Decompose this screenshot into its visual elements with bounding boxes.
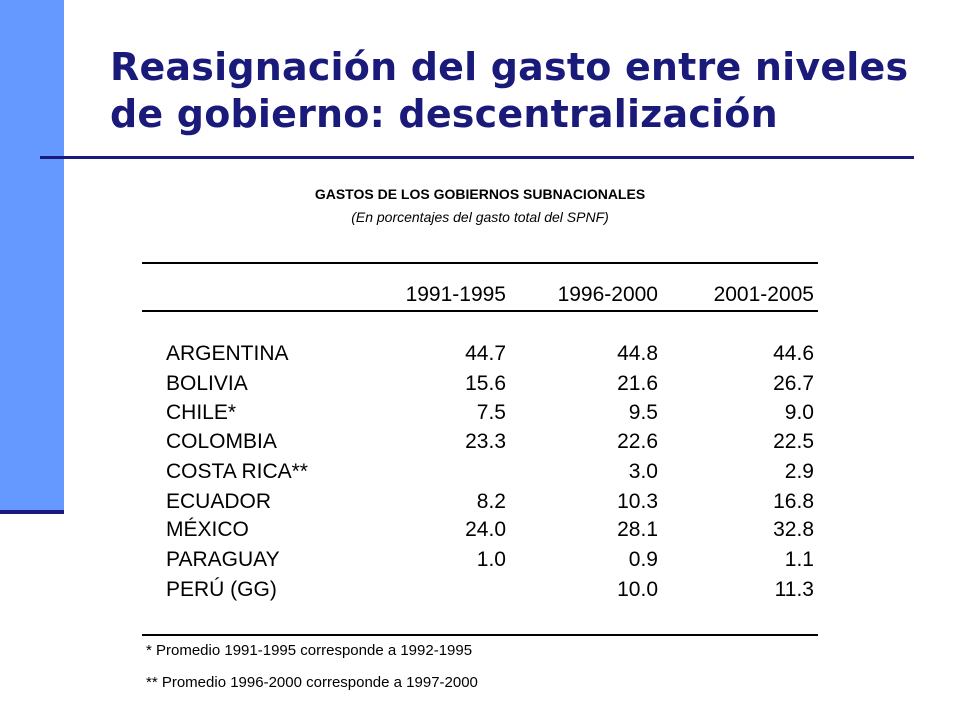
table-row: MÉXICO 24.0 28.1 32.8	[0, 518, 960, 548]
value-cell: 44.7	[465, 342, 506, 365]
table-row: ARGENTINA 44.7 44.8 44.6	[0, 342, 960, 372]
value-cell: 16.8	[773, 490, 814, 513]
accent-sidebar	[0, 0, 64, 512]
column-header-2001-2005: 2001-2005	[713, 283, 814, 306]
value-cell: 3.0	[628, 460, 658, 483]
value-cell: 44.6	[773, 342, 814, 365]
table-row: BOLIVIA 15.6 21.6 26.7	[0, 372, 960, 402]
value-cell: 24.0	[465, 518, 506, 541]
value-cell: 9.5	[628, 401, 658, 424]
value-cell: 15.6	[465, 372, 506, 395]
value-cell: 10.3	[617, 490, 658, 513]
country-cell: COSTA RICA**	[166, 460, 308, 483]
value-cell: 9.0	[784, 401, 814, 424]
table-row: PERÚ (GG) 10.0 11.3	[0, 578, 960, 608]
footnote-2: ** Promedio 1996-2000 corresponde a 1997…	[146, 674, 478, 691]
value-cell: 23.3	[465, 430, 506, 453]
slide-title-line-2: de gobierno: descentralización	[110, 92, 778, 136]
table-row: COLOMBIA 23.3 22.6 22.5	[0, 430, 960, 460]
value-cell: 22.6	[617, 430, 658, 453]
value-cell: 2.9	[784, 460, 814, 483]
table-heading: GASTOS DE LOS GOBIERNOS SUBNACIONALES	[314, 186, 646, 202]
country-cell: PARAGUAY	[166, 548, 280, 571]
value-cell: 1.0	[476, 548, 506, 571]
country-cell: ECUADOR	[166, 490, 272, 513]
value-cell: 7.5	[476, 401, 506, 424]
table-row: ECUADOR 8.2 10.3 16.8	[0, 490, 960, 520]
country-cell: BOLIVIA	[166, 372, 248, 395]
slide-title: Reasignación del gasto entre niveles de …	[110, 44, 930, 138]
table-row: PARAGUAY 1.0 0.9 1.1	[0, 548, 960, 578]
column-header-1991-1995: 1991-1995	[405, 283, 506, 306]
table-subheading: (En porcentajes del gasto total del SPNF…	[351, 209, 609, 225]
country-cell: CHILE*	[166, 401, 237, 424]
column-header-1996-2000: 1996-2000	[557, 283, 658, 306]
value-cell: 8.2	[476, 490, 506, 513]
value-cell: 1.1	[784, 548, 814, 571]
value-cell: 22.5	[773, 430, 814, 453]
value-cell: 28.1	[617, 518, 658, 541]
value-cell: 21.6	[617, 372, 658, 395]
country-cell: ARGENTINA	[166, 342, 289, 365]
footnote-1: * Promedio 1991-1995 corresponde a 1992-…	[146, 642, 473, 659]
table-top-rule	[142, 262, 818, 264]
value-cell: 10.0	[617, 578, 658, 601]
value-cell: 11.3	[774, 578, 814, 601]
value-cell: 0.9	[628, 548, 658, 571]
table-row: CHILE* 7.5 9.5 9.0	[0, 401, 960, 431]
country-cell: PERÚ (GG)	[166, 578, 277, 601]
table-bottom-rule	[142, 634, 818, 636]
country-cell: MÉXICO	[166, 518, 249, 541]
table-row: COSTA RICA** 3.0 2.9	[0, 460, 960, 490]
title-underline	[40, 156, 914, 159]
accent-sidebar-edge	[0, 510, 64, 514]
country-cell: COLOMBIA	[166, 430, 277, 453]
table-header-rule	[142, 310, 818, 312]
value-cell: 32.8	[773, 518, 814, 541]
slide-title-line-1: Reasignación del gasto entre niveles	[110, 45, 909, 89]
value-cell: 26.7	[773, 372, 814, 395]
value-cell: 44.8	[617, 342, 658, 365]
